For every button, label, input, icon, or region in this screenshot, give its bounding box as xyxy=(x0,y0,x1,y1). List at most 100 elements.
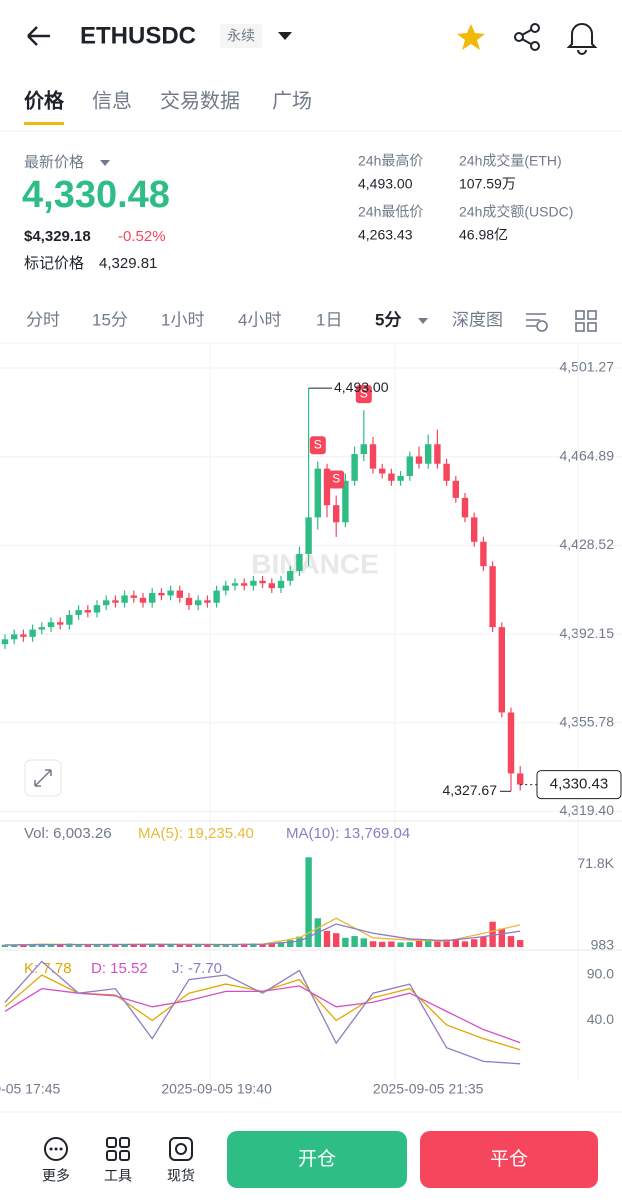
high-label: 24h最高价 xyxy=(358,153,423,169)
notification-icon[interactable] xyxy=(566,23,598,55)
volume-bar xyxy=(498,928,505,947)
candle-body xyxy=(461,497,469,518)
candle-body xyxy=(121,595,128,603)
more-label[interactable]: 更多 xyxy=(42,1168,70,1184)
dropdown-icon[interactable] xyxy=(100,160,110,166)
candle-body xyxy=(471,517,478,542)
candle-body xyxy=(507,712,515,774)
candle-body xyxy=(342,480,349,523)
y-tick-label: 4,464.89 xyxy=(560,447,615,463)
volume-bar xyxy=(406,942,413,947)
tab[interactable]: 价格 xyxy=(24,88,65,112)
kdj-line xyxy=(4,985,521,1044)
volume-bar xyxy=(351,936,358,947)
volume-bar xyxy=(360,938,367,947)
share-icon[interactable] xyxy=(514,23,540,51)
volume-bar xyxy=(397,942,404,947)
candle-body xyxy=(314,468,321,518)
interval-tab[interactable]: 1小时 xyxy=(161,310,204,329)
volume-bar xyxy=(259,943,266,947)
candle-body xyxy=(139,597,147,603)
interval-tab[interactable]: 15分 xyxy=(92,310,128,329)
contract: 永续 xyxy=(227,28,255,44)
volume-bar xyxy=(369,941,377,947)
spot-label[interactable]: 现货 xyxy=(167,1168,195,1184)
open-label[interactable]: 开仓 xyxy=(298,1148,336,1170)
tab[interactable]: 信息 xyxy=(92,89,132,112)
layout-icon[interactable] xyxy=(575,310,597,332)
candle-body xyxy=(277,580,285,589)
candle-body xyxy=(204,600,211,603)
legend-entry: D: 15.52 xyxy=(91,960,148,977)
last-price: 4,330.48 xyxy=(22,174,170,216)
ma-line xyxy=(4,917,521,946)
candle-body xyxy=(369,444,377,469)
contract-badge xyxy=(220,24,262,48)
volume-bar xyxy=(241,943,248,947)
candle-body xyxy=(351,453,358,481)
close-button[interactable] xyxy=(420,1131,598,1188)
volume-bar xyxy=(452,938,459,947)
candle-body xyxy=(287,571,294,581)
volume-bar xyxy=(167,944,174,947)
candle-body xyxy=(47,622,55,628)
dropdown-icon[interactable] xyxy=(418,318,428,324)
interval-tab[interactable]: 深度图 xyxy=(452,310,503,329)
x-tick-label: 2025-09-05 19:40 xyxy=(161,1081,272,1097)
candle-body xyxy=(323,468,331,506)
candle-body xyxy=(29,629,36,637)
volume-label: 24h成交量(ETH) xyxy=(459,153,562,169)
kdj-line xyxy=(4,960,521,1065)
volume-value: 107.59万 xyxy=(459,176,516,192)
open-button[interactable] xyxy=(227,1131,407,1188)
y-tick-label: 90.0 xyxy=(587,966,614,982)
candle-body xyxy=(38,627,45,630)
volume-bar xyxy=(507,936,515,947)
indicator-icon[interactable] xyxy=(526,313,548,332)
dropdown-icon[interactable] xyxy=(278,32,292,40)
candle-body xyxy=(75,610,82,615)
interval-tab[interactable]: 1日 xyxy=(316,310,342,329)
symbol[interactable]: ETHUSDC xyxy=(80,22,196,49)
volume-bar xyxy=(112,945,119,947)
interval-tab[interactable]: 4小时 xyxy=(238,310,281,329)
x-tick-label: 2025-09-05 17:45 xyxy=(0,1081,60,1097)
volume-bar xyxy=(231,944,239,947)
close-label[interactable]: 平仓 xyxy=(490,1148,528,1170)
favorite-icon[interactable] xyxy=(457,24,485,50)
candle-body xyxy=(84,610,91,613)
y-tick-label: 983 xyxy=(591,937,615,953)
volume-bar xyxy=(176,944,183,947)
tools-icon[interactable] xyxy=(106,1137,130,1161)
mark-price-label: 标记价格 xyxy=(24,255,84,272)
volume-bar xyxy=(213,944,220,947)
sell-marker-label: S xyxy=(314,437,322,451)
sell-marker xyxy=(309,436,326,455)
volume-bar xyxy=(57,944,64,947)
candle-body xyxy=(434,444,441,464)
price-change: -0.52% xyxy=(118,228,166,245)
tab[interactable]: 广场 xyxy=(272,89,312,112)
volume-bar xyxy=(415,941,423,947)
more-icon[interactable] xyxy=(44,1137,68,1161)
candle-body xyxy=(93,605,101,613)
interval-tab[interactable]: 分时 xyxy=(26,310,60,329)
interval-tab[interactable]: 5分 xyxy=(375,310,401,329)
y-tick-label: 71.8K xyxy=(577,855,614,871)
volume-bar xyxy=(93,944,101,947)
tab[interactable]: 交易数据 xyxy=(160,89,240,112)
candle-body xyxy=(57,622,64,625)
back-icon[interactable] xyxy=(27,26,50,46)
spot-icon[interactable] xyxy=(169,1137,193,1161)
candle-body xyxy=(480,541,487,567)
candle-body xyxy=(213,590,220,603)
volume-bar xyxy=(139,944,147,947)
volume-bar xyxy=(29,945,36,947)
candle-body xyxy=(452,480,459,498)
volume-bar xyxy=(305,857,312,947)
y-tick-label: 4,355.78 xyxy=(560,713,615,729)
candle-body xyxy=(498,627,505,713)
volume-bar xyxy=(379,941,386,947)
tools-label[interactable]: 工具 xyxy=(104,1168,132,1184)
